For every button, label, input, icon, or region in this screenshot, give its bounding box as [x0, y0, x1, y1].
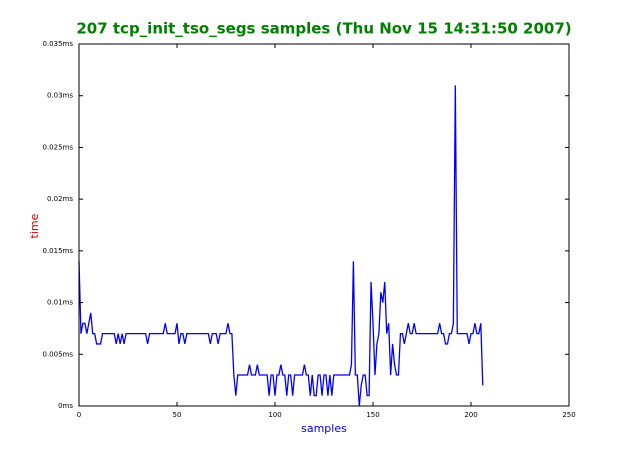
x-tick-label: 250	[562, 411, 575, 419]
x-tick-label: 0	[77, 411, 81, 419]
plot-frame	[78, 43, 570, 407]
x-tick-label: 100	[268, 411, 281, 419]
y-tick-label: 0.03ms	[47, 92, 73, 100]
data-line	[78, 85, 484, 407]
y-tick-label: 0.035ms	[42, 40, 73, 48]
x-tick-label: 150	[366, 411, 379, 419]
x-tick-label: 200	[464, 411, 477, 419]
y-tick-label: 0.015ms	[42, 247, 73, 255]
y-tick-label: 0.025ms	[42, 143, 73, 151]
y-tick-label: 0.01ms	[47, 299, 73, 307]
y-tick-label: 0.005ms	[42, 350, 73, 358]
x-tick-label: 50	[173, 411, 182, 419]
y-tick-label: 0ms	[58, 402, 73, 410]
x-axis-label: samples	[301, 422, 347, 435]
y-axis-label: time	[28, 213, 41, 238]
y-tick-label: 0.02ms	[47, 195, 73, 203]
chart-title: 207 tcp_init_tso_segs samples (Thu Nov 1…	[76, 20, 571, 38]
